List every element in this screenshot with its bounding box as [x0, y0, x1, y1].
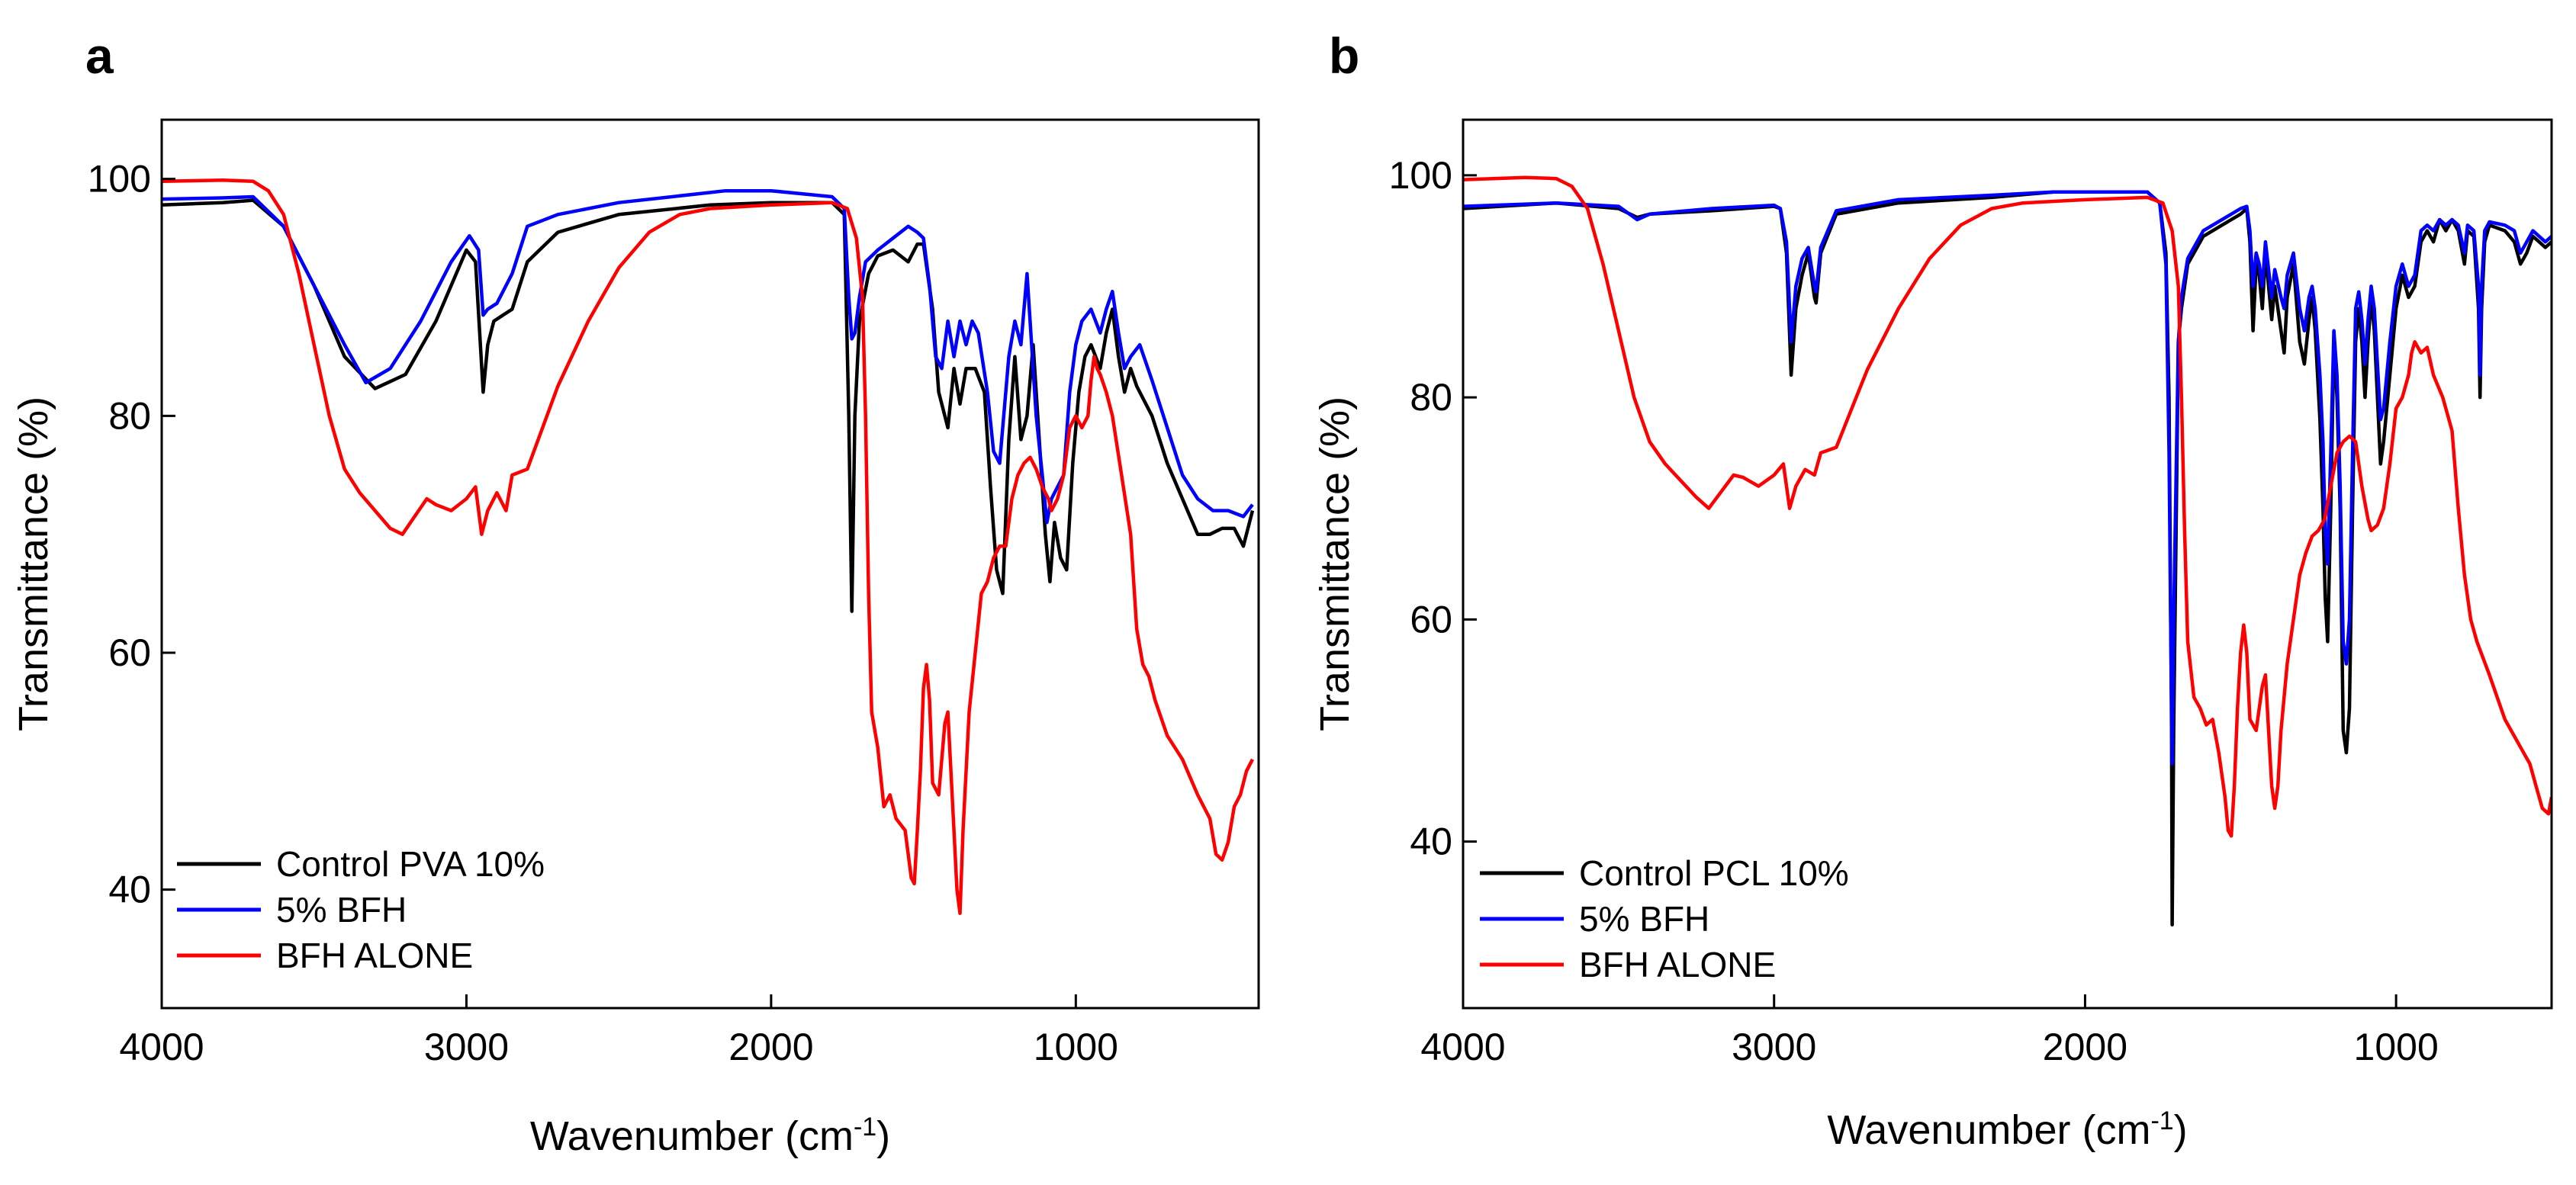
legend-label: 5% BFH [276, 890, 407, 930]
panel-b-x-title-main: Wavenumber (cm [1827, 1107, 2150, 1153]
legend-label: BFH ALONE [1579, 945, 1776, 984]
x-tick-label: 1000 [1034, 1026, 1118, 1068]
panel-b-x-title-sup: -1 [2150, 1106, 2173, 1135]
panel-a-ticks: 4000 3000 2000 1000 40 60 80 100 [88, 158, 1118, 1068]
panel-b-plot-frame [1462, 118, 2553, 1010]
panel-a: a 4000 3000 2000 1000 40 60 80 100 Transmittanc… [11, 27, 1260, 1159]
panel-b-x-title-end: ) [2174, 1107, 2188, 1153]
panel-a-plot-frame [160, 118, 1260, 1010]
series-line-1 [1463, 190, 2552, 927]
x-tick-label: 4000 [1420, 1026, 1505, 1068]
series-line-2 [162, 188, 1254, 525]
y-tick-label: 60 [1410, 598, 1452, 641]
panel-b-ticks: 4000 3000 2000 1000 40 60 80 100 [1389, 154, 2439, 1068]
y-tick-label: 40 [108, 869, 151, 911]
panel-b-x-axis-title: Wavenumber (cm-1) [1827, 1106, 2187, 1153]
x-tick-label: 1000 [2354, 1026, 2439, 1068]
panel-b-y-axis-title: Transmittance (%) [1312, 397, 1358, 731]
y-tick-label: 100 [88, 158, 151, 201]
panel-a-x-title-end: ) [876, 1113, 890, 1159]
panel-a-x-title-sup: -1 [854, 1113, 876, 1142]
x-tick-label: 2000 [728, 1026, 813, 1068]
y-tick-label: 100 [1389, 154, 1452, 197]
panel-a-letter: a [85, 27, 114, 84]
panel-b-letter: b [1329, 27, 1359, 84]
panel-a-x-title-main: Wavenumber (cm [530, 1113, 854, 1159]
x-tick-label: 4000 [119, 1026, 204, 1068]
y-tick-label: 80 [108, 394, 151, 437]
panel-a-legend: Control PVA 10% 5% BFH BFH ALONE [177, 844, 545, 975]
panel-b-series [1463, 175, 2552, 927]
legend-label: Control PVA 10% [276, 844, 545, 884]
series-line-1 [162, 198, 1255, 613]
x-tick-label: 3000 [424, 1026, 509, 1068]
panel-b-legend: Control PCL 10% 5% BFH BFH ALONE [1480, 853, 1849, 984]
x-tick-label: 3000 [1732, 1026, 1816, 1068]
y-tick-label: 40 [1410, 821, 1452, 863]
x-tick-label: 2000 [2043, 1026, 2127, 1068]
panel-b: b 4000 3000 2000 1000 40 60 80 100 Transmittanc… [1312, 27, 2553, 1153]
legend-label: 5% BFH [1579, 899, 1709, 939]
panel-a-y-axis-title: Transmittance (%) [11, 397, 56, 731]
y-tick-label: 80 [1410, 376, 1452, 419]
panel-a-series [162, 178, 1255, 915]
series-line-3 [162, 178, 1254, 915]
panel-a-x-axis-title: Wavenumber (cm-1) [530, 1113, 890, 1159]
series-line-2 [1463, 190, 2552, 766]
legend-label: BFH ALONE [276, 936, 473, 975]
y-tick-label: 60 [108, 631, 151, 674]
legend-label: Control PCL 10% [1579, 853, 1849, 893]
series-line-3 [1463, 175, 2552, 838]
